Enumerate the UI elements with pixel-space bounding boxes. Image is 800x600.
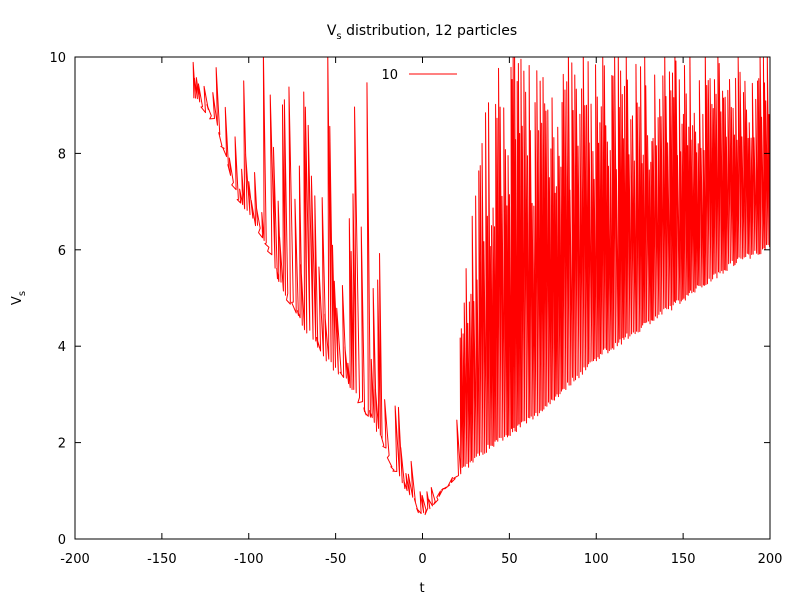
ticks-layer: -200 -150 -100 -50 0 50 100 150 200 0 2 4 6 8 10 [49, 51, 782, 567]
x-tick-label: 200 [758, 552, 783, 567]
x-tick-label: -150 [147, 552, 177, 567]
y-tick-label: 6 [58, 244, 66, 259]
x-tick-label: 100 [584, 552, 609, 567]
x-tick-label: 150 [671, 552, 696, 567]
x-tick-label: -100 [234, 552, 264, 567]
x-tick-label: -200 [60, 552, 90, 567]
series-line [192, 57, 770, 516]
x-tick-label: -50 [325, 552, 346, 567]
y-tick-label: 8 [58, 147, 66, 162]
series-layer [192, 57, 770, 516]
y-tick-label: 10 [49, 51, 66, 66]
legend: 10 [381, 68, 457, 83]
x-tick-label: 50 [501, 552, 518, 567]
x-axis-label: t [419, 581, 424, 596]
x-tick-label: 0 [418, 552, 426, 567]
legend-label: 10 [381, 68, 398, 83]
y-tick-label: 4 [58, 340, 66, 355]
y-tick-label: 0 [58, 533, 66, 548]
chart-title: Vs distribution, 12 particles [327, 23, 517, 42]
y-tick-label: 2 [58, 437, 66, 452]
y-axis-label: Vs [10, 291, 28, 305]
